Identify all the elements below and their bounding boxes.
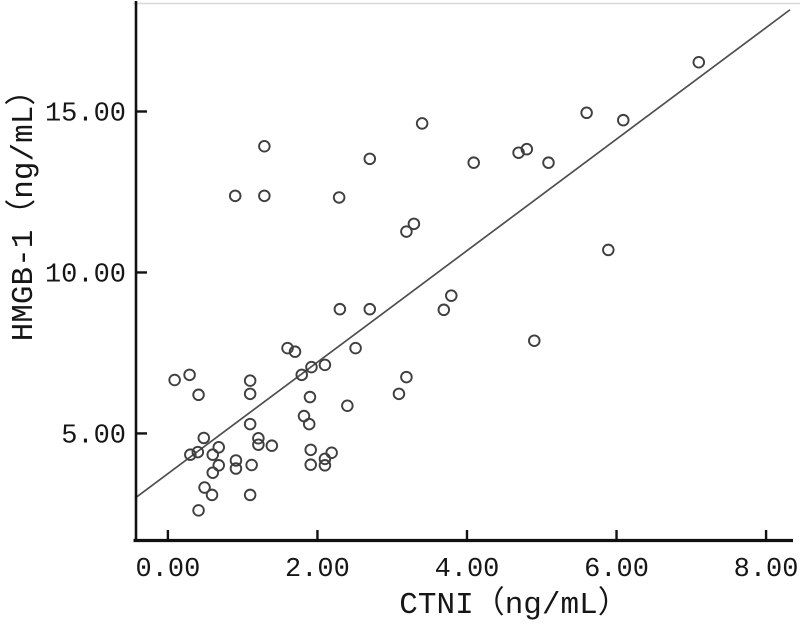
x-tick-label: 4.00 (435, 555, 500, 585)
scatter-point (302, 417, 316, 431)
scatter-point (168, 373, 181, 387)
scatter-point (325, 446, 338, 460)
scatter-point (407, 217, 421, 231)
scatter-point (437, 303, 451, 317)
scatter-point (265, 439, 279, 452)
scatter-point (184, 448, 197, 461)
scatter-point (617, 113, 630, 127)
scatter-point (295, 368, 308, 382)
scatter-point (528, 334, 541, 347)
regression-line (134, 9, 791, 499)
scatter-point (183, 368, 196, 382)
scatter-point (245, 458, 258, 472)
scatter-point (392, 387, 406, 401)
scatter-point (363, 152, 377, 166)
scatter-point (252, 438, 265, 451)
scatter-point (304, 458, 317, 471)
scatter-point (206, 448, 220, 461)
x-tick-label: 0.00 (135, 555, 200, 585)
y-tick-label: 10.00 (45, 260, 126, 290)
y-tick-label: 15.00 (45, 99, 126, 129)
scatter-point (318, 358, 332, 372)
y-axis-title: HMGB-1（ng/mL） (6, 75, 42, 342)
scatter-point (305, 360, 318, 374)
scatter-point (198, 481, 211, 494)
scatter-point (229, 462, 243, 475)
scatter-point (400, 370, 413, 384)
scatter-point (212, 459, 225, 472)
scatter-point (258, 140, 271, 153)
scatter-point (243, 417, 257, 431)
scatter-point (341, 399, 354, 413)
scatter-point (212, 441, 225, 454)
scatter-point (303, 390, 317, 404)
scatter-point (192, 388, 205, 402)
scatter-point (304, 443, 317, 457)
x-axis-title: CTNI（ng/mL） (399, 587, 628, 623)
x-tick-label: 2.00 (285, 555, 350, 585)
scatter-point (467, 156, 480, 169)
scatter-point (281, 341, 294, 355)
scatter-point (206, 466, 220, 479)
scatter-point (332, 191, 346, 204)
scatter-point (288, 345, 302, 358)
scatter-point (692, 55, 706, 69)
y-tick-label: 5.00 (61, 421, 126, 451)
scatter-point (228, 189, 242, 203)
scatter-point (542, 156, 555, 169)
x-tick-label: 8.00 (734, 555, 799, 585)
scatter-point (520, 142, 534, 156)
scatter-point (333, 302, 347, 316)
scatter-point (258, 189, 271, 203)
scatter-point (243, 488, 257, 502)
scatter-point (205, 488, 219, 502)
scatter-point (229, 454, 243, 467)
scatter-point (197, 431, 211, 445)
scatter-point (400, 225, 413, 238)
scatter-point (243, 374, 257, 387)
scatter-point (415, 117, 429, 130)
scatter-point (192, 504, 205, 517)
scatter-point (349, 341, 362, 355)
x-tick-label: 6.00 (584, 555, 649, 585)
scatter-point (191, 445, 205, 459)
scatter-point (445, 289, 458, 302)
scatter-point (580, 106, 593, 120)
scatter-point (363, 302, 377, 316)
scatter-point (318, 452, 332, 466)
scatter-point (602, 243, 615, 257)
scatter-point (243, 387, 257, 401)
scatter-point (252, 432, 265, 445)
scatter-point (318, 459, 332, 472)
